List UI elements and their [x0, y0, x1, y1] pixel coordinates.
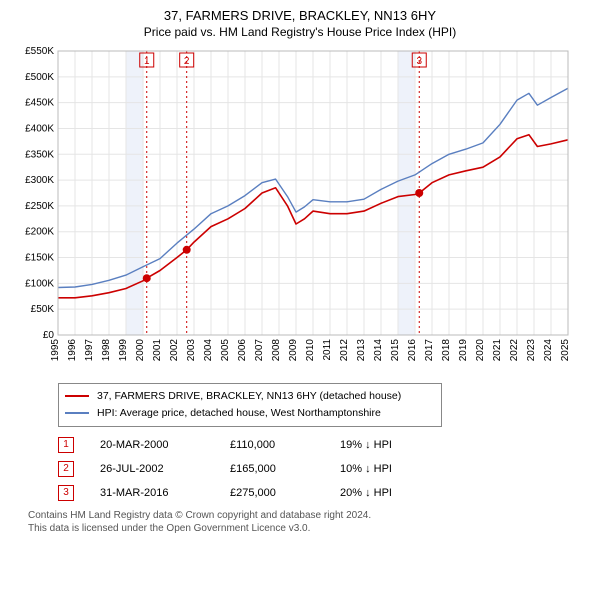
- svg-text:2017: 2017: [424, 339, 435, 362]
- sale-event-row: 3 31-MAR-2016£275,00020% ↓ HPI: [58, 485, 586, 501]
- page-subtitle: Price paid vs. HM Land Registry's House …: [14, 25, 586, 39]
- price-chart: £0£50K£100K£150K£200K£250K£300K£350K£400…: [14, 45, 586, 375]
- svg-text:2010: 2010: [305, 339, 316, 362]
- svg-text:2011: 2011: [322, 339, 333, 361]
- svg-text:2018: 2018: [441, 339, 452, 362]
- svg-text:2005: 2005: [220, 339, 231, 362]
- event-number-badge: 2: [58, 461, 74, 477]
- svg-text:£250K: £250K: [25, 201, 54, 212]
- svg-text:2003: 2003: [186, 339, 197, 362]
- svg-text:2006: 2006: [237, 339, 248, 362]
- svg-text:1996: 1996: [67, 339, 78, 362]
- svg-text:2008: 2008: [271, 339, 282, 362]
- svg-text:2001: 2001: [152, 339, 163, 362]
- svg-text:£200K: £200K: [25, 227, 54, 238]
- event-date: 26-JUL-2002: [100, 463, 230, 475]
- legend-swatch: [65, 412, 89, 414]
- svg-text:2021: 2021: [492, 339, 503, 362]
- svg-text:£550K: £550K: [25, 46, 54, 57]
- svg-text:£350K: £350K: [25, 149, 54, 160]
- svg-text:2025: 2025: [560, 339, 571, 362]
- event-hpi-delta: 10% ↓ HPI: [340, 463, 392, 475]
- svg-text:2020: 2020: [475, 339, 486, 362]
- sale-events-table: 1 20-MAR-2000£110,00019% ↓ HPI 2 26-JUL-200…: [58, 437, 586, 501]
- svg-text:2000: 2000: [135, 339, 146, 362]
- svg-text:£100K: £100K: [25, 278, 54, 289]
- svg-text:£50K: £50K: [31, 304, 55, 315]
- event-date: 20-MAR-2000: [100, 439, 230, 451]
- page-title: 37, FARMERS DRIVE, BRACKLEY, NN13 6HY: [14, 8, 586, 23]
- chart-svg: £0£50K£100K£150K£200K£250K£300K£350K£400…: [14, 45, 574, 375]
- svg-text:2014: 2014: [373, 339, 384, 362]
- sale-event-row: 2 26-JUL-2002£165,00010% ↓ HPI: [58, 461, 586, 477]
- svg-text:1: 1: [144, 56, 150, 67]
- svg-text:2007: 2007: [254, 339, 265, 362]
- svg-text:3: 3: [416, 56, 422, 67]
- svg-text:2: 2: [184, 56, 190, 67]
- event-price: £165,000: [230, 463, 340, 475]
- event-number-badge: 1: [58, 437, 74, 453]
- svg-text:1999: 1999: [118, 339, 129, 362]
- svg-text:2019: 2019: [458, 339, 469, 362]
- event-price: £275,000: [230, 487, 340, 499]
- footer-line-2: This data is licensed under the Open Gov…: [28, 522, 586, 536]
- svg-text:£150K: £150K: [25, 253, 54, 264]
- svg-text:1998: 1998: [101, 339, 112, 362]
- event-hpi-delta: 20% ↓ HPI: [340, 487, 392, 499]
- footer-line-1: Contains HM Land Registry data © Crown c…: [28, 509, 586, 523]
- svg-text:1995: 1995: [50, 339, 61, 362]
- legend-swatch: [65, 395, 89, 397]
- svg-text:£400K: £400K: [25, 123, 54, 134]
- svg-text:2004: 2004: [203, 339, 214, 362]
- event-hpi-delta: 19% ↓ HPI: [340, 439, 392, 451]
- legend-label: 37, FARMERS DRIVE, BRACKLEY, NN13 6HY (d…: [97, 388, 401, 405]
- svg-text:2023: 2023: [526, 339, 537, 362]
- svg-text:2013: 2013: [356, 339, 367, 362]
- svg-text:2009: 2009: [288, 339, 299, 362]
- event-date: 31-MAR-2016: [100, 487, 230, 499]
- svg-text:2022: 2022: [509, 339, 520, 362]
- svg-text:£450K: £450K: [25, 98, 54, 109]
- svg-text:2012: 2012: [339, 339, 350, 362]
- svg-text:1997: 1997: [84, 339, 95, 362]
- legend-item: HPI: Average price, detached house, West…: [65, 405, 435, 422]
- svg-text:£500K: £500K: [25, 72, 54, 83]
- svg-text:2002: 2002: [169, 339, 180, 362]
- event-number-badge: 3: [58, 485, 74, 501]
- sale-event-row: 1 20-MAR-2000£110,00019% ↓ HPI: [58, 437, 586, 453]
- legend-label: HPI: Average price, detached house, West…: [97, 405, 381, 422]
- legend: 37, FARMERS DRIVE, BRACKLEY, NN13 6HY (d…: [58, 383, 442, 427]
- svg-text:2016: 2016: [407, 339, 418, 362]
- legend-item: 37, FARMERS DRIVE, BRACKLEY, NN13 6HY (d…: [65, 388, 435, 405]
- svg-text:2015: 2015: [390, 339, 401, 362]
- event-price: £110,000: [230, 439, 340, 451]
- footer-attribution: Contains HM Land Registry data © Crown c…: [28, 509, 586, 536]
- svg-text:2024: 2024: [543, 339, 554, 362]
- svg-text:£300K: £300K: [25, 175, 54, 186]
